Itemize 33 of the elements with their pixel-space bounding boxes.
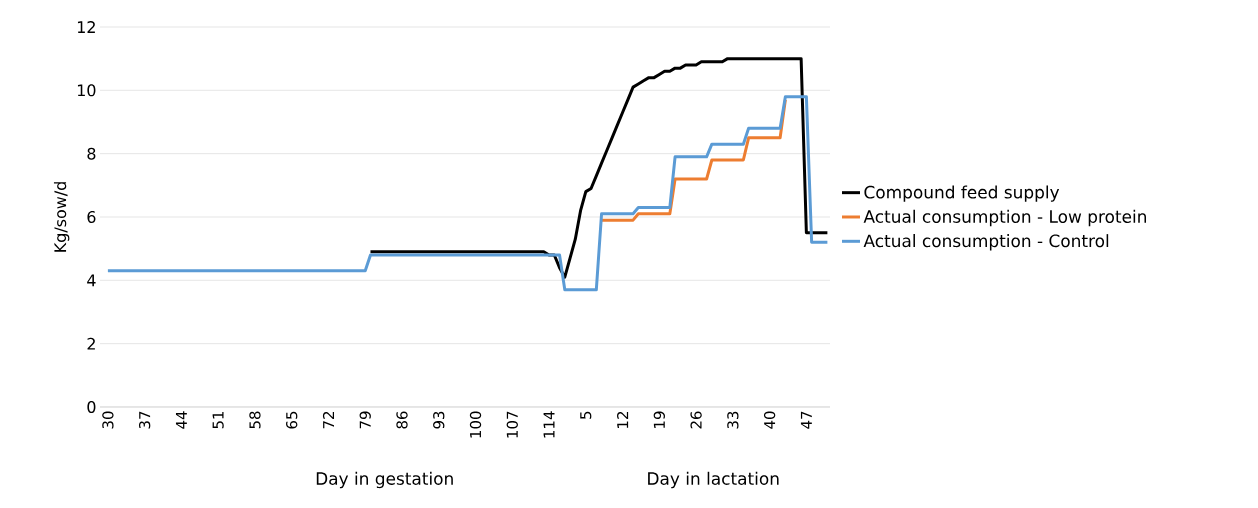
text: Day in lactation <box>648 471 779 489</box>
text: Day in gestation <box>316 471 453 489</box>
y-tick-label: 8 <box>87 147 96 160</box>
x-tick-label: 33 <box>727 411 739 429</box>
x-tick-label: 12 <box>617 412 629 428</box>
x-tick-label: 44 <box>175 411 187 429</box>
x-tick-label: 86 <box>396 411 408 429</box>
y-tick-label: 2 <box>87 337 95 350</box>
x-tick-label: 93 <box>433 411 445 429</box>
y-axis-title: Kg/sow/d <box>53 182 70 252</box>
y-tick-label: 0 <box>87 400 96 414</box>
x-tick-label: 26 <box>690 411 702 429</box>
x-tick-label: 100 <box>469 411 482 438</box>
x-tick-label: 51 <box>212 411 224 429</box>
x-tick-label: 19 <box>653 411 665 428</box>
x-tick-label: 30 <box>102 411 114 429</box>
x-tick-label: 47 <box>800 411 812 429</box>
x-tick-label: 65 <box>286 411 298 429</box>
y-tick-label: 6 <box>87 210 96 224</box>
legend-label: Actual consumption - Low protein <box>863 209 1147 227</box>
y-tick-label: 10 <box>77 84 96 97</box>
x-tick-label: 40 <box>763 411 776 429</box>
x-tick-label: 107 <box>506 411 518 438</box>
x-tick-label: 72 <box>322 412 335 429</box>
y-tick-label: 12 <box>77 21 95 33</box>
x-tick-label: 37 <box>139 411 151 429</box>
x-tick-label: 79 <box>359 411 371 429</box>
x-tick-label: 58 <box>249 411 261 429</box>
x-tick-label: 5 <box>580 411 592 419</box>
legend-label: Actual consumption - Control <box>863 234 1109 251</box>
y-tick-label: 4 <box>87 274 96 287</box>
legend-label: Compound feed supply <box>864 185 1060 202</box>
x-tick-label: 114 <box>543 411 555 438</box>
